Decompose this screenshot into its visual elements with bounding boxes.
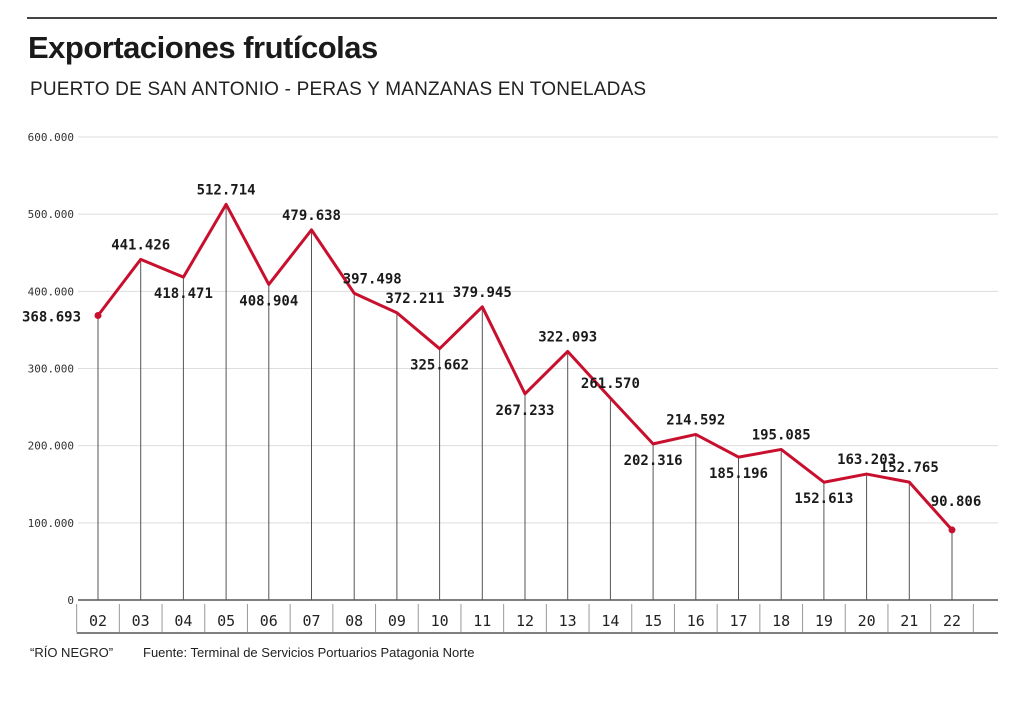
x-tick-label: 12 bbox=[516, 612, 534, 630]
data-label: 512.714 bbox=[197, 182, 256, 198]
data-label: 163.203 bbox=[837, 452, 896, 468]
x-tick-label: 10 bbox=[431, 612, 449, 630]
x-tick-label: 11 bbox=[473, 612, 491, 630]
y-tick-label: 500.000 bbox=[28, 208, 74, 221]
x-tick-label: 17 bbox=[729, 612, 747, 630]
x-tick-label: 19 bbox=[815, 612, 833, 630]
data-label: 90.806 bbox=[931, 494, 982, 510]
data-label: 408.904 bbox=[239, 293, 298, 309]
chart-subtitle: PUERTO DE SAN ANTONIO - PERAS Y MANZANAS… bbox=[30, 79, 647, 100]
x-tick-label: 07 bbox=[302, 612, 320, 630]
chart-title: Exportaciones frutícolas bbox=[28, 30, 378, 65]
data-label: 441.426 bbox=[111, 237, 170, 253]
x-tick-label: 20 bbox=[858, 612, 876, 630]
data-label: 368.693 bbox=[22, 309, 81, 325]
data-label: 195.085 bbox=[752, 427, 811, 443]
x-tick-label: 22 bbox=[943, 612, 961, 630]
data-label: 202.316 bbox=[624, 453, 683, 469]
data-label: 418.471 bbox=[154, 286, 213, 302]
y-tick-label: 100.000 bbox=[28, 517, 74, 530]
x-tick-label: 21 bbox=[900, 612, 918, 630]
data-label: 214.592 bbox=[666, 412, 725, 428]
data-label: 479.638 bbox=[282, 208, 341, 224]
x-tick-label: 18 bbox=[772, 612, 790, 630]
credit-text: “RÍO NEGRO” bbox=[30, 645, 114, 660]
x-tick-label: 13 bbox=[559, 612, 577, 630]
y-tick-label: 0 bbox=[67, 594, 74, 607]
series-line bbox=[96, 202, 954, 532]
data-label: 267.233 bbox=[495, 403, 554, 419]
x-tick-label: 04 bbox=[174, 612, 192, 630]
x-tick-label: 14 bbox=[601, 612, 619, 630]
x-tick-label: 08 bbox=[345, 612, 363, 630]
data-label: 185.196 bbox=[709, 466, 768, 482]
data-label: 397.498 bbox=[343, 271, 402, 287]
data-label: 152.765 bbox=[880, 460, 939, 476]
data-label: 152.613 bbox=[794, 491, 853, 507]
y-tick-label: 200.000 bbox=[28, 440, 74, 453]
data-label: 379.945 bbox=[453, 285, 512, 301]
y-tick-label: 600.000 bbox=[28, 131, 74, 144]
x-tick-label: 15 bbox=[644, 612, 662, 630]
x-tick-label: 09 bbox=[388, 612, 406, 630]
x-tick-label: 16 bbox=[687, 612, 705, 630]
data-label: 322.093 bbox=[538, 329, 597, 345]
source-text: Fuente: Terminal de Servicios Portuarios… bbox=[143, 645, 475, 660]
y-tick-label: 300.000 bbox=[28, 363, 74, 376]
data-label: 261.570 bbox=[581, 376, 640, 392]
x-tick-label: 02 bbox=[89, 612, 107, 630]
data-point-marker bbox=[948, 526, 956, 534]
x-tick-label: 03 bbox=[132, 612, 150, 630]
x-tick-label: 05 bbox=[217, 612, 235, 630]
y-tick-label: 400.000 bbox=[28, 285, 74, 298]
data-label: 325.662 bbox=[410, 358, 469, 374]
data-point-marker bbox=[94, 311, 102, 319]
top-rule bbox=[27, 17, 997, 19]
data-label: 372.211 bbox=[385, 291, 444, 307]
x-tick-label: 06 bbox=[260, 612, 278, 630]
